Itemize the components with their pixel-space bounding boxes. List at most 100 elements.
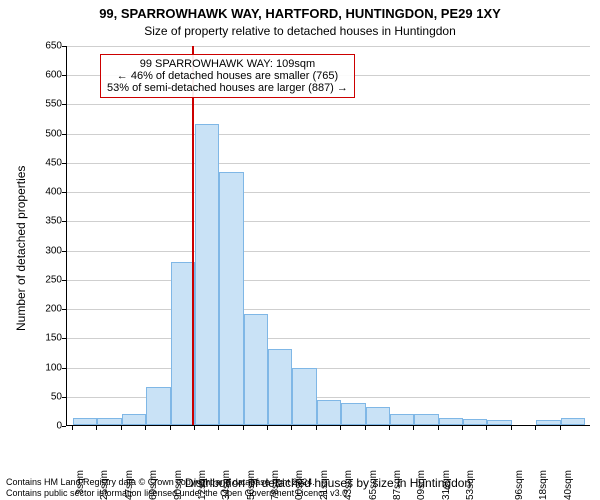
ytick-mark <box>62 309 66 310</box>
ytick-label: 500 <box>22 128 62 139</box>
ytick-mark <box>62 426 66 427</box>
histogram-bar <box>244 314 268 425</box>
ytick-label: 100 <box>22 362 62 373</box>
xtick-label: 200sqm <box>294 470 305 500</box>
histogram-bar <box>146 387 170 425</box>
xtick-mark <box>365 426 366 430</box>
xtick-mark <box>291 426 292 430</box>
ytick-mark <box>62 251 66 252</box>
ytick-mark <box>62 368 66 369</box>
histogram-bar <box>195 124 219 425</box>
xtick-label: 418sqm <box>538 470 549 500</box>
xtick-label: 396sqm <box>514 470 525 500</box>
xtick-mark <box>340 426 341 430</box>
xtick-mark <box>413 426 414 430</box>
xtick-mark <box>486 426 487 430</box>
ytick-mark <box>62 397 66 398</box>
ytick-mark <box>62 192 66 193</box>
grid-line <box>67 309 590 310</box>
xtick-mark <box>560 426 561 430</box>
histogram-bar <box>487 420 511 425</box>
xtick-label: 3sqm <box>75 470 86 494</box>
grid-line <box>67 221 590 222</box>
ytick-label: 400 <box>22 187 62 198</box>
chart-title-address: 99, SPARROWHAWK WAY, HARTFORD, HUNTINGDO… <box>0 6 600 21</box>
histogram-bar <box>341 403 365 425</box>
xtick-mark <box>316 426 317 430</box>
annotation-line3: 53% of semi-detached houses are larger (… <box>107 82 348 94</box>
histogram-bar <box>439 418 463 425</box>
xtick-label: 440sqm <box>563 470 574 500</box>
histogram-bar <box>317 400 341 425</box>
ytick-label: 300 <box>22 245 62 256</box>
xtick-label: 243sqm <box>343 470 354 500</box>
ytick-label: 50 <box>22 391 62 402</box>
annotation-line2: ← 46% of detached houses are smaller (76… <box>107 70 348 82</box>
ytick-mark <box>62 221 66 222</box>
ytick-mark <box>62 134 66 135</box>
ytick-label: 550 <box>22 99 62 110</box>
xtick-label: 134sqm <box>221 470 232 500</box>
xtick-label: 331sqm <box>441 470 452 500</box>
xtick-label: 25sqm <box>99 470 110 500</box>
xtick-mark <box>96 426 97 430</box>
xtick-mark <box>462 426 463 430</box>
histogram-bar <box>463 419 487 425</box>
xtick-label: 69sqm <box>148 470 159 500</box>
chart-subtitle: Size of property relative to detached ho… <box>0 24 600 38</box>
xtick-mark <box>170 426 171 430</box>
histogram-bar <box>268 349 292 425</box>
histogram-bar <box>73 418 97 425</box>
histogram-bar <box>561 418 585 425</box>
xtick-mark <box>72 426 73 430</box>
chart-container: 99, SPARROWHAWK WAY, HARTFORD, HUNTINGDO… <box>0 0 600 500</box>
plot-area <box>66 46 590 426</box>
ytick-mark <box>62 104 66 105</box>
xtick-mark <box>438 426 439 430</box>
ytick-label: 650 <box>22 41 62 52</box>
grid-line <box>67 163 590 164</box>
grid-line <box>67 251 590 252</box>
grid-line <box>67 280 590 281</box>
xtick-mark <box>267 426 268 430</box>
ytick-label: 200 <box>22 304 62 315</box>
annotation-line1: 99 SPARROWHAWK WAY: 109sqm <box>107 58 348 70</box>
histogram-bar <box>536 420 560 425</box>
ytick-mark <box>62 163 66 164</box>
xtick-label: 353sqm <box>465 470 476 500</box>
xtick-label: 221sqm <box>319 470 330 500</box>
xtick-mark <box>121 426 122 430</box>
ytick-mark <box>62 338 66 339</box>
ytick-label: 250 <box>22 274 62 285</box>
grid-line <box>67 338 590 339</box>
xtick-label: 178sqm <box>270 470 281 500</box>
xtick-label: 90sqm <box>173 470 184 500</box>
histogram-bar <box>366 407 390 425</box>
grid-line <box>67 192 590 193</box>
xtick-mark <box>194 426 195 430</box>
histogram-bar <box>122 414 146 425</box>
xtick-label: 287sqm <box>392 470 403 500</box>
xtick-mark <box>389 426 390 430</box>
histogram-bar <box>219 172 243 425</box>
xtick-label: 156sqm <box>246 470 257 500</box>
xtick-mark <box>218 426 219 430</box>
ytick-label: 350 <box>22 216 62 227</box>
grid-line <box>67 104 590 105</box>
xtick-mark <box>511 426 512 430</box>
xtick-label: 47sqm <box>124 470 135 500</box>
histogram-bar <box>97 418 121 425</box>
reference-line <box>192 46 194 425</box>
grid-line <box>67 46 590 47</box>
xtick-label: 309sqm <box>416 470 427 500</box>
ytick-label: 0 <box>22 421 62 432</box>
histogram-bar <box>390 414 414 425</box>
xtick-mark <box>243 426 244 430</box>
ytick-mark <box>62 75 66 76</box>
ytick-label: 450 <box>22 157 62 168</box>
ytick-label: 600 <box>22 70 62 81</box>
grid-line <box>67 368 590 369</box>
xtick-label: 112sqm <box>197 470 208 500</box>
ytick-mark <box>62 280 66 281</box>
ytick-mark <box>62 46 66 47</box>
